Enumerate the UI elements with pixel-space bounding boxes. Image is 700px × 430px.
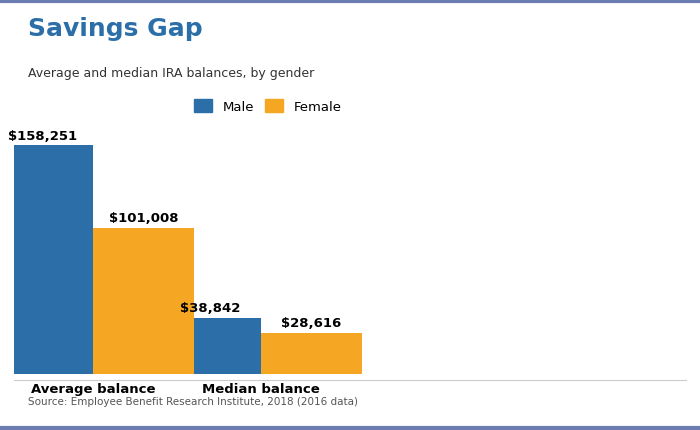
Text: Average and median IRA balances, by gender: Average and median IRA balances, by gend… — [28, 67, 314, 80]
Bar — [160, 318, 261, 374]
Text: Savings Gap: Savings Gap — [28, 17, 202, 41]
Text: $38,842: $38,842 — [180, 301, 240, 314]
Bar — [0, 146, 93, 374]
Text: $28,616: $28,616 — [281, 316, 342, 329]
Bar — [261, 333, 362, 374]
Text: $158,251: $158,251 — [8, 129, 77, 142]
Bar — [93, 228, 195, 374]
Text: $101,008: $101,008 — [109, 212, 178, 225]
Legend: Male, Female: Male, Female — [188, 95, 347, 119]
Text: Source: Employee Benefit Research Institute, 2018 (2016 data): Source: Employee Benefit Research Instit… — [28, 396, 358, 406]
